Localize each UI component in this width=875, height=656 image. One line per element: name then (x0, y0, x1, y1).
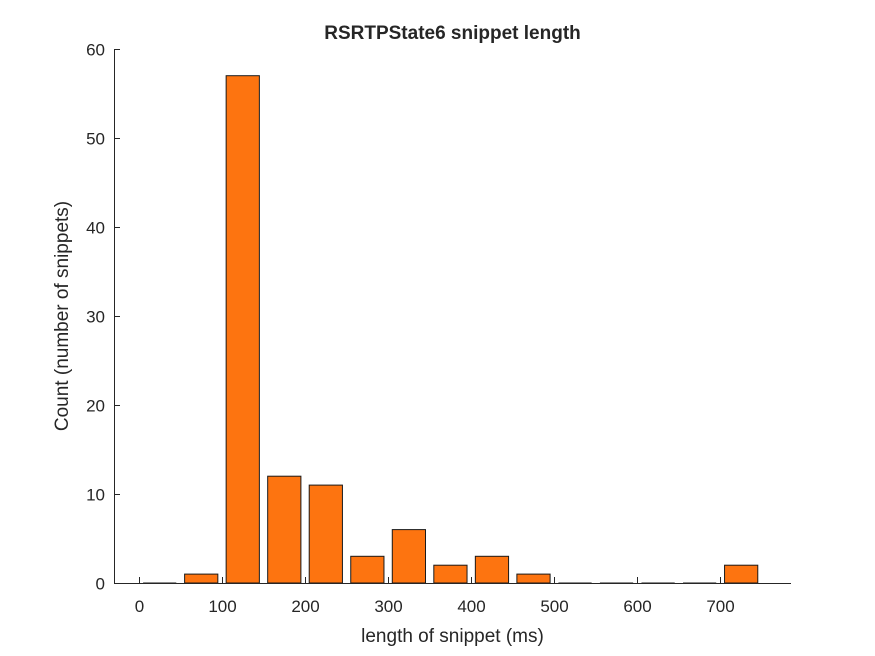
y-tick-label: 30 (86, 308, 105, 327)
histogram-bar (516, 573, 551, 584)
y-tick-label: 60 (86, 41, 105, 60)
x-tick-label: 700 (706, 597, 734, 616)
x-tick-label: 600 (623, 597, 651, 616)
histogram-bar (724, 564, 759, 584)
y-tick-label: 20 (86, 397, 105, 416)
x-tick-label: 400 (457, 597, 485, 616)
y-tick-label: 40 (86, 219, 105, 238)
x-axis: 0 100 200 300 400 500 600 700 (114, 577, 791, 616)
x-axis-label: length of snippet (ms) (361, 626, 544, 647)
x-tick-label: 300 (374, 597, 402, 616)
y-axis-label: Count (number of snippets) (52, 201, 73, 431)
histogram-bar (184, 573, 219, 584)
histogram-bar (433, 564, 468, 584)
histogram-bar (225, 75, 260, 584)
histogram-bar (267, 475, 302, 584)
y-axis: 0 10 20 30 40 50 60 (86, 41, 120, 594)
histogram-bar (350, 555, 385, 584)
chart-title: RSRTPState6 snippet length (324, 23, 581, 44)
x-tick-label: 0 (135, 597, 144, 616)
bars (143, 75, 759, 584)
histogram-bar (391, 529, 427, 584)
x-tick-label: 200 (291, 597, 319, 616)
y-tick-label: 10 (86, 486, 105, 505)
y-tick-label: 50 (86, 130, 105, 149)
histogram-bar (474, 555, 510, 584)
histogram-bar (308, 484, 343, 584)
y-tick-label: 0 (96, 575, 105, 594)
x-tick-label: 100 (208, 597, 236, 616)
x-tick-label: 500 (540, 597, 568, 616)
